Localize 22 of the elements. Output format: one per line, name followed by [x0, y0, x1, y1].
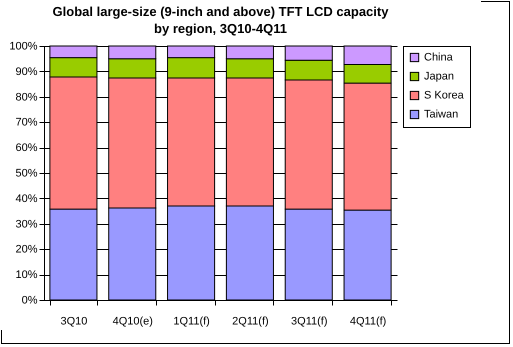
legend-label: Taiwan	[424, 108, 458, 120]
x-tick-label: 3Q11(f)	[291, 316, 328, 328]
y-tick-label: 10%	[15, 269, 38, 282]
y-tick-label: 0%	[22, 294, 38, 306]
x-tick-label: 4Q11(f)	[350, 316, 386, 328]
chart-title: Global large-size (9-inch and above) TFT LCD capacity by region, 3Q10-4Q11	[52, 4, 390, 36]
y-tick-label: 60%	[15, 142, 38, 154]
x-tick-label: 4Q10(e)	[112, 316, 153, 328]
legend-label: China	[424, 52, 454, 64]
y-tick-label: 100%	[9, 40, 38, 52]
y-tick-label: 40%	[15, 192, 38, 205]
y-tick-label: 90%	[15, 66, 38, 78]
y-tick-label: 80%	[15, 91, 38, 104]
x-tick-label: 3Q10	[60, 316, 88, 328]
y-tick-label: 30%	[15, 218, 38, 230]
x-tick-label: 1Q11(f)	[173, 316, 210, 328]
y-tick-label: 70%	[15, 116, 38, 129]
legend-label: S Korea	[424, 90, 465, 102]
x-tick-label: 2Q11(f)	[232, 316, 269, 328]
y-tick-label: 20%	[15, 244, 38, 256]
legend-label: Japan	[424, 70, 454, 82]
y-tick-label: 50%	[15, 168, 38, 180]
